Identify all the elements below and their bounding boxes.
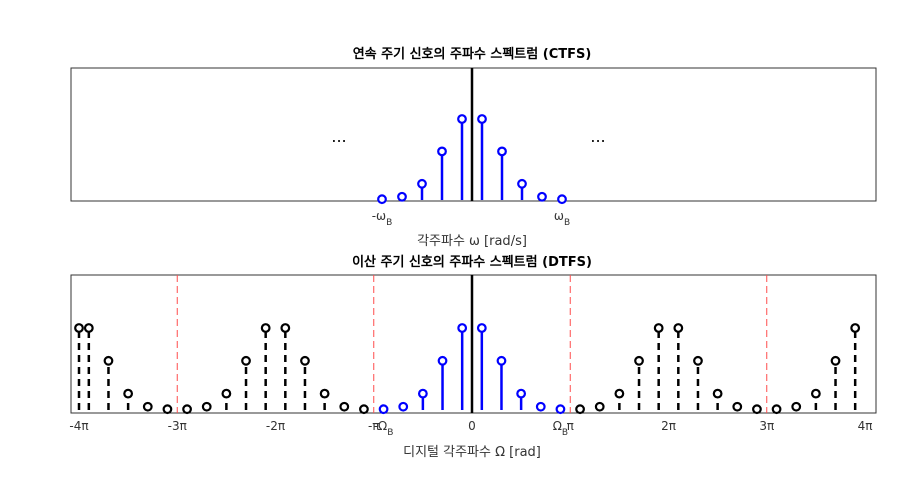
tick-label: ΩB — [553, 419, 568, 438]
stem-marker — [123, 388, 134, 399]
stem-marker — [517, 178, 527, 189]
stem-marker — [182, 404, 192, 415]
ctfs-title: 연속 주기 신호의 주파수 스펙트럼 (CTFS) — [353, 46, 592, 62]
stem-marker — [377, 194, 387, 205]
dtfs-tick-labels: -4π -3π -2π -π-ΩB 0 ΩBπ 2π 3π 4π — [69, 419, 872, 438]
tick-label: -2π — [266, 419, 285, 433]
stem-marker — [437, 146, 447, 157]
stem-marker — [771, 404, 782, 415]
stem-marker — [575, 404, 585, 415]
stem-marker — [653, 323, 664, 333]
tick-label: π — [567, 419, 574, 433]
stem-marker — [457, 323, 468, 333]
stem-marker — [142, 401, 153, 412]
tick-label: -π — [368, 419, 380, 433]
stem-marker — [437, 355, 448, 366]
stem-marker — [810, 388, 821, 399]
stem-marker — [417, 178, 427, 189]
ctfs-plot-area — [377, 68, 567, 205]
stem-marker — [417, 388, 428, 399]
stem-marker — [397, 191, 407, 202]
tick-label: -3π — [168, 419, 187, 433]
ctfs-panel: 연속 주기 신호의 주파수 스펙트럼 (CTFS) ... ... -ωB ωB … — [70, 46, 877, 249]
stem-marker — [398, 401, 409, 412]
stem-marker — [693, 355, 703, 366]
stem-marker — [300, 355, 310, 366]
stem-marker — [103, 355, 114, 366]
stem-marker — [359, 404, 369, 415]
stem-marker — [752, 404, 762, 415]
stem-marker — [535, 401, 546, 412]
stem-marker — [319, 388, 330, 399]
stem-marker — [162, 404, 173, 415]
dtfs-axes-box — [70, 274, 877, 414]
stem-marker — [477, 114, 487, 124]
stem-marker — [241, 355, 251, 366]
ctfs-x-axis-label: 각주파수 ω [rad/s] — [417, 234, 527, 249]
stem-marker — [74, 323, 84, 333]
stem-marker — [83, 323, 94, 333]
stem-marker — [712, 388, 723, 399]
stem-marker — [260, 323, 271, 333]
stem-marker — [594, 401, 605, 412]
stem-marker — [791, 401, 802, 412]
tick-label: -ωB — [372, 209, 393, 228]
stem-marker — [457, 114, 467, 124]
stem-marker — [555, 404, 566, 415]
stem-marker — [634, 355, 644, 366]
stem-marker — [830, 355, 841, 366]
tick-label: 2π — [661, 419, 676, 433]
dtfs-x-axis-label: 디지털 각주파수 Ω [rad] — [403, 445, 541, 460]
stem-marker — [221, 388, 232, 399]
tick-label: 4π — [858, 419, 873, 433]
stem-marker — [673, 323, 684, 333]
dtfs-panel: 이산 주기 신호의 주파수 스펙트럼 (DTFS) -4π -3π -2π -π-ΩB… — [69, 254, 877, 460]
stem-marker — [614, 388, 625, 399]
tick-label: -ΩB — [374, 419, 394, 438]
stem-marker — [280, 323, 291, 333]
stem-marker — [378, 404, 389, 415]
stem-marker — [496, 355, 507, 366]
stem-marker — [476, 323, 487, 333]
dtfs-title: 이산 주기 신호의 주파수 스펙트럼 (DTFS) — [352, 254, 592, 270]
ctfs-left-ellipsis: ... — [331, 127, 346, 146]
stem-marker — [557, 194, 567, 205]
tick-label: 3π — [759, 419, 774, 433]
stem-marker — [516, 388, 527, 399]
ctfs-axes-box — [70, 67, 877, 202]
stem-marker — [497, 146, 507, 157]
ctfs-tick-labels: -ωB ωB — [372, 209, 570, 228]
dtfs-plot-area — [74, 275, 861, 415]
stem-marker — [732, 401, 743, 412]
tick-label: -4π — [69, 419, 88, 433]
stem-marker — [339, 401, 350, 412]
tick-label: 0 — [468, 419, 476, 433]
stem-marker — [201, 401, 212, 412]
ctfs-right-ellipsis: ... — [590, 127, 605, 146]
tick-label: ωB — [554, 209, 570, 228]
stem-marker — [537, 191, 547, 202]
stem-marker — [850, 323, 861, 333]
